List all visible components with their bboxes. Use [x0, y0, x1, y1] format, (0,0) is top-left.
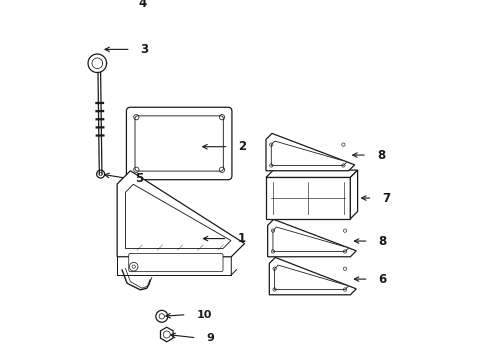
Polygon shape	[265, 170, 357, 177]
Polygon shape	[117, 171, 244, 257]
Text: 2: 2	[238, 140, 246, 153]
FancyBboxPatch shape	[135, 116, 223, 171]
Polygon shape	[272, 227, 348, 252]
Text: 8: 8	[378, 235, 386, 248]
Text: 6: 6	[378, 273, 386, 285]
FancyBboxPatch shape	[128, 253, 223, 272]
Text: 8: 8	[376, 149, 384, 162]
Polygon shape	[265, 177, 349, 219]
Polygon shape	[349, 170, 357, 219]
Text: 9: 9	[206, 333, 214, 343]
Polygon shape	[265, 134, 354, 171]
Text: 3: 3	[141, 43, 148, 56]
Polygon shape	[274, 265, 348, 289]
Text: 10: 10	[196, 310, 211, 320]
Text: 1: 1	[237, 232, 245, 245]
Text: 5: 5	[135, 172, 143, 185]
Text: 7: 7	[382, 192, 390, 204]
Polygon shape	[267, 219, 356, 257]
Polygon shape	[269, 257, 356, 295]
Polygon shape	[160, 327, 173, 342]
Polygon shape	[125, 184, 230, 248]
Polygon shape	[271, 141, 346, 166]
FancyBboxPatch shape	[126, 107, 231, 180]
Text: 4: 4	[138, 0, 146, 10]
